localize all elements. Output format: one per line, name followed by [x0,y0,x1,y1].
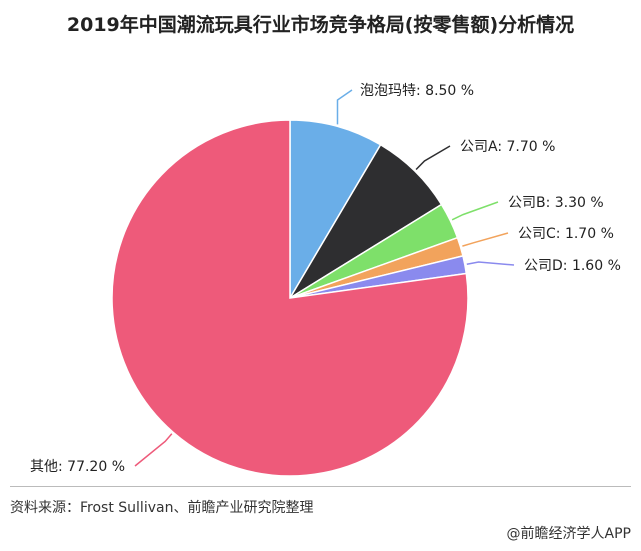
chart-title: 2019年中国潮流玩具行业市场竞争格局(按零售额)分析情况 [66,14,575,36]
slice-label-4: 公司D: 1.60 % [524,258,621,274]
leader-line-5 [134,433,173,467]
source-text: 资料来源：Frost Sullivan、前瞻产业研究院整理 [10,500,314,516]
slice-label-0: 泡泡玛特: 8.50 % [360,83,474,99]
slice-label-1: 公司A: 7.70 % [460,139,555,155]
pie-slice-5 [111,119,469,477]
slice-label-2: 公司B: 3.30 % [508,195,604,211]
leader-line-4 [466,261,515,266]
slice-label-3: 公司C: 1.70 % [518,226,614,242]
divider [10,486,631,487]
leader-line-1 [415,145,451,171]
leader-line-3 [462,232,509,247]
slice-label-5: 其他: 77.20 % [30,459,125,475]
leader-line-0 [336,89,353,125]
pie-slice-0 [289,119,382,301]
watermark-text: @前瞻经济学人APP [506,526,631,542]
leader-line-2 [451,201,499,221]
